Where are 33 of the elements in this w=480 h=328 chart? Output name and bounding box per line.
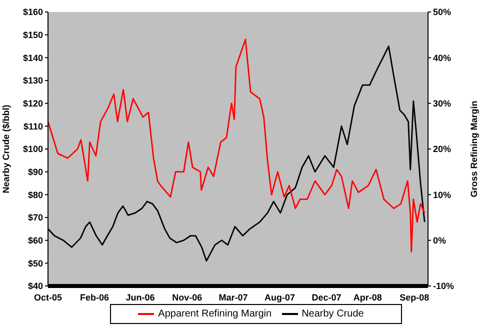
x-tick-label: Mar-07 bbox=[218, 292, 248, 302]
y-tick-label: $150 bbox=[22, 30, 43, 40]
y-tick-label: $40 bbox=[28, 281, 43, 292]
y-axis-title: Nearby Crude ($/bbl) bbox=[1, 104, 12, 194]
x-tick-label: Nov-06 bbox=[172, 292, 202, 302]
x-tick-label: Oct-05 bbox=[34, 292, 62, 302]
x-tick-label: Apr-08 bbox=[353, 292, 382, 302]
y2-tick-label: 30% bbox=[433, 98, 452, 109]
y-tick-label: $100 bbox=[22, 144, 43, 154]
y-tick-label: $60 bbox=[28, 236, 43, 246]
x-tick-label: Dec-07 bbox=[312, 292, 342, 302]
y2-tick-label: 10% bbox=[433, 190, 452, 200]
y-tick-label: $90 bbox=[28, 167, 43, 178]
y-tick-label: $130 bbox=[22, 76, 43, 86]
x-tick-label: Aug-07 bbox=[264, 292, 295, 302]
y-tick-label: $80 bbox=[28, 190, 43, 200]
y2-tick-label: 40% bbox=[433, 52, 452, 63]
x-tick-label: Sep-08 bbox=[400, 292, 430, 302]
y-tick-label: $70 bbox=[28, 212, 43, 223]
y2-tick-label: 50% bbox=[433, 7, 452, 18]
x-tick-label: Jun-06 bbox=[126, 292, 155, 302]
y-tick-label: $110 bbox=[23, 121, 43, 132]
y-tick-label: $50 bbox=[28, 258, 43, 268]
y2-tick-label: -10% bbox=[433, 281, 454, 292]
y-tick-label: $160 bbox=[22, 7, 43, 18]
y2-axis-title: Gross Refining Margin bbox=[469, 100, 480, 198]
y-tick-label: $120 bbox=[22, 98, 43, 109]
legend-label: Nearby Crude bbox=[302, 308, 364, 320]
y2-tick-label: 20% bbox=[433, 144, 452, 154]
x-tick-label: Feb-06 bbox=[80, 292, 109, 302]
legend-label: Apparent Refining Margin bbox=[158, 308, 272, 320]
y2-tick-label: 0% bbox=[433, 236, 446, 246]
y-tick-label: $140 bbox=[22, 52, 43, 63]
